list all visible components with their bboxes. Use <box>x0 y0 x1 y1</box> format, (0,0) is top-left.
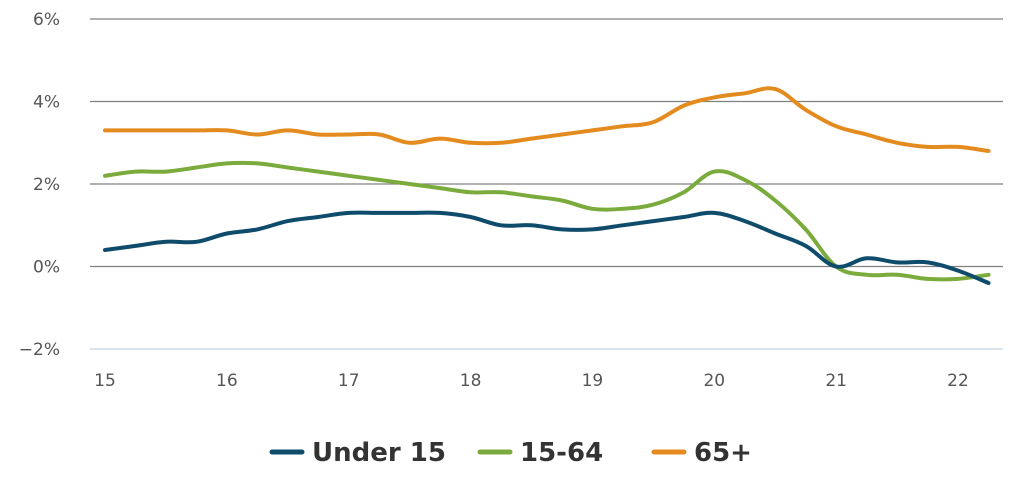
x-tick-label: 17 <box>338 371 360 391</box>
legend: Under 15 15-64 65+ <box>269 438 752 468</box>
legend-label: Under 15 <box>312 438 446 468</box>
series-lines <box>103 86 991 285</box>
x-tick-label: 18 <box>460 371 482 391</box>
y-tick-label: 4% <box>33 93 60 113</box>
series-line-0 <box>103 210 991 285</box>
x-axis-labels: 15 16 17 18 19 20 21 22 <box>94 371 969 391</box>
x-tick-label: 15 <box>94 371 116 391</box>
x-tick-label: 19 <box>582 371 604 391</box>
legend-label: 15-64 <box>520 438 603 468</box>
y-tick-label: 2% <box>33 175 60 195</box>
y-axis-labels: 6% 4% 2% 0% −2% <box>19 10 60 360</box>
x-tick-label: 21 <box>825 371 847 391</box>
y-tick-label: −2% <box>19 340 60 360</box>
legend-label: 65+ <box>694 438 752 468</box>
series-line-2 <box>103 86 991 153</box>
y-tick-label: 0% <box>33 258 60 278</box>
x-tick-label: 22 <box>947 371 969 391</box>
x-tick-label: 20 <box>703 371 725 391</box>
grid-lines <box>90 18 1003 350</box>
y-tick-label: 6% <box>33 10 60 30</box>
x-tick-label: 16 <box>216 371 238 391</box>
